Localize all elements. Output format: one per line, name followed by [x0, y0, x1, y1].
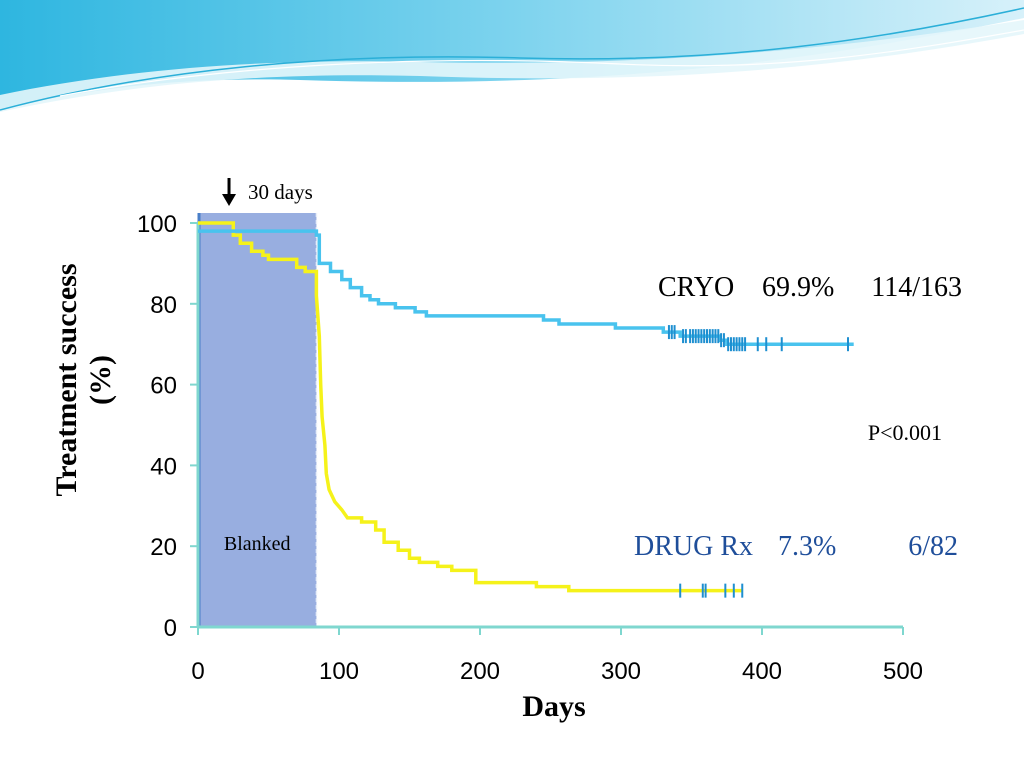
- header-wave-decoration: [0, 0, 1024, 112]
- y-tick-label: 60: [150, 373, 177, 400]
- y-axis-title-line2: (%): [84, 355, 117, 405]
- drug-fraction: 6/82: [908, 531, 958, 562]
- cryo-name: CRYO: [658, 272, 734, 303]
- x-tick-label: 400: [742, 658, 782, 685]
- y-tick-label: 0: [164, 615, 177, 642]
- thirty-day-marker: 30 days: [222, 178, 313, 206]
- cryo-fraction: 114/163: [871, 272, 962, 303]
- cryo-annotation: CRYO 69.9% 114/163: [658, 272, 962, 303]
- x-tick-label: 0: [191, 658, 204, 685]
- y-tick-label: 80: [150, 292, 177, 319]
- x-tick-label: 200: [460, 658, 500, 685]
- y-tick-label: 100: [137, 211, 177, 238]
- down-arrow-head-icon: [222, 194, 237, 206]
- drug-percent: 7.3%: [778, 531, 836, 562]
- p-value: P<0.001: [868, 420, 942, 445]
- y-axis-title: Treatment success (%): [50, 264, 117, 497]
- series-layer: [198, 221, 854, 598]
- blanked-region: [198, 213, 317, 627]
- x-axis-title: Days: [522, 690, 585, 723]
- x-tick-label: 100: [319, 658, 359, 685]
- y-axis-title-line1: Treatment success: [50, 264, 83, 497]
- y-tick-label: 40: [150, 453, 177, 480]
- x-tick-label: 500: [883, 658, 923, 685]
- marker-label: 30 days: [248, 180, 313, 204]
- y-tick-label: 20: [150, 534, 177, 561]
- drug-annotation: DRUG Rx 7.3% 6/82: [634, 531, 958, 562]
- blanked-label: Blanked: [224, 533, 291, 555]
- cryo-percent: 69.9%: [762, 272, 834, 303]
- series-line-cryo: [198, 229, 854, 346]
- series-line-drug-rx: [198, 221, 743, 593]
- chart-axes: 0 100 200 300 400 500 0 20 40 60 80 100: [137, 211, 923, 685]
- drug-name: DRUG Rx: [634, 531, 753, 562]
- x-tick-label: 300: [601, 658, 641, 685]
